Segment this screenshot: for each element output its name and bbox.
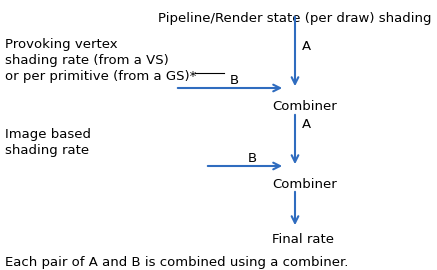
Text: shading rate: shading rate: [5, 144, 89, 157]
Text: B: B: [248, 152, 257, 165]
Text: Image based: Image based: [5, 128, 91, 141]
Text: B: B: [230, 74, 239, 87]
Text: A: A: [302, 118, 311, 131]
Text: Final rate: Final rate: [272, 233, 334, 246]
Text: Combiner: Combiner: [272, 178, 337, 191]
Text: Pipeline/Render state (per draw) shading rate: Pipeline/Render state (per draw) shading…: [158, 12, 437, 25]
Text: Combiner: Combiner: [272, 100, 337, 113]
Text: or per primitive (from a GS)*: or per primitive (from a GS)*: [5, 70, 196, 83]
Text: Provoking vertex: Provoking vertex: [5, 38, 118, 51]
Text: A: A: [302, 40, 311, 53]
Text: shading rate (from a VS): shading rate (from a VS): [5, 54, 169, 67]
Text: Each pair of A and B is combined using a combiner.: Each pair of A and B is combined using a…: [5, 256, 348, 269]
